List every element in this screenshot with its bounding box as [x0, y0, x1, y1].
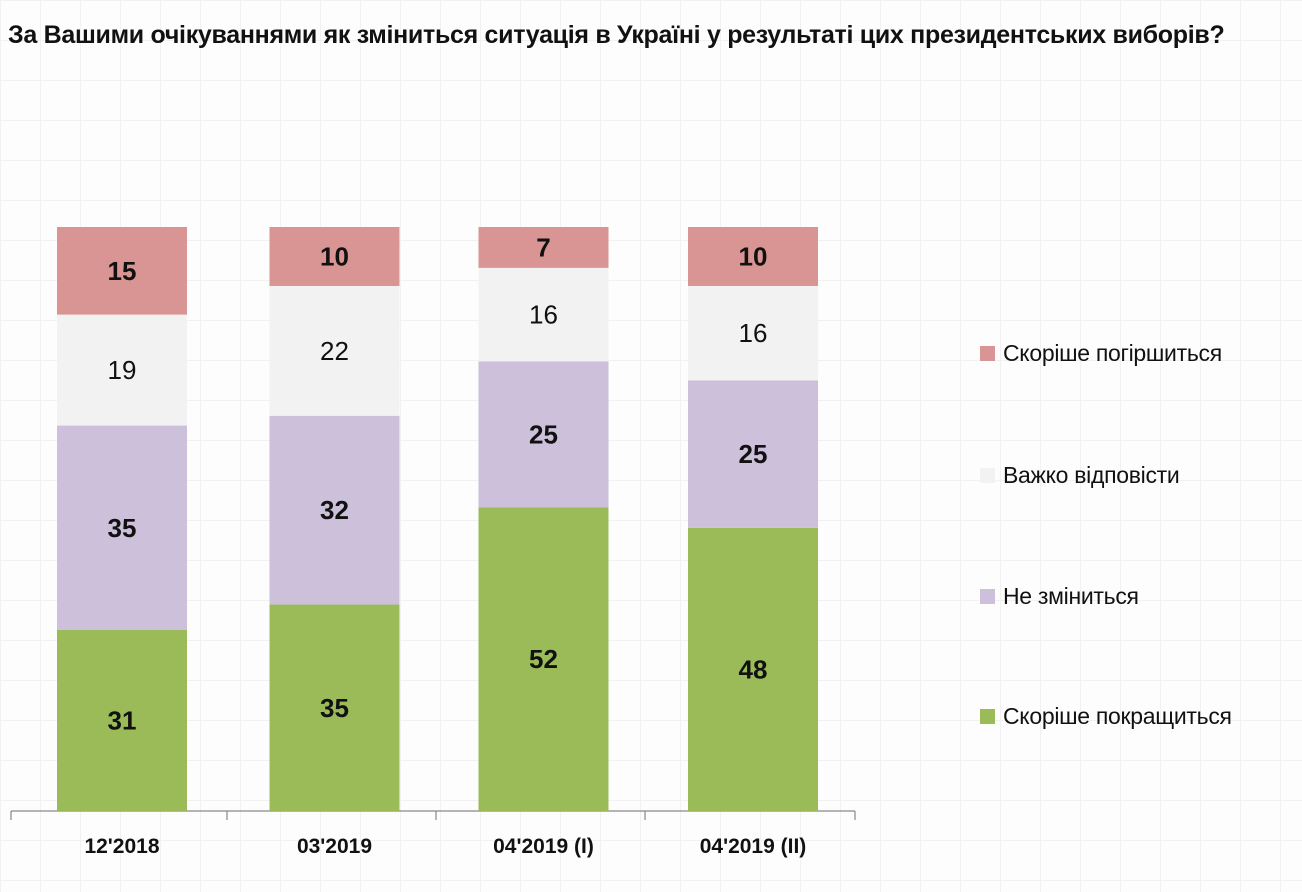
legend-label: Важко відповісти: [1003, 462, 1180, 488]
bar-segment: [478, 227, 609, 268]
bar-segment: [57, 629, 187, 811]
bar-segment: [478, 267, 609, 362]
data-label: 32: [320, 495, 349, 525]
bar-segment: [269, 604, 400, 811]
legend-label: Скоріше покращиться: [1003, 703, 1232, 729]
bar-segment: [269, 227, 400, 286]
data-label: 16: [739, 318, 768, 348]
bar-segment: [269, 415, 400, 605]
x-tick-label: 12'2018: [84, 835, 159, 858]
legend-item: Скоріше погіршиться: [980, 340, 1222, 367]
bar-segment: [688, 285, 818, 381]
data-label: 35: [108, 513, 137, 543]
legend-label: Не зміниться: [1003, 583, 1139, 609]
chart-title: За Вашими очікуваннями як зміниться ситу…: [8, 21, 1225, 49]
bar-segment: [688, 227, 818, 286]
legend-item: Скоріше покращиться: [980, 703, 1232, 730]
bar-segment: [688, 527, 818, 811]
bar-segment: [57, 425, 187, 630]
legend-swatch: [980, 468, 995, 483]
data-label: 22: [320, 336, 349, 366]
x-tick-label: 04'2019 (I): [493, 835, 594, 858]
data-label: 25: [739, 439, 768, 469]
legend-swatch: [980, 709, 995, 724]
data-label: 16: [529, 300, 558, 330]
legend-swatch: [980, 589, 995, 604]
data-label: 31: [108, 705, 137, 735]
data-label: 52: [529, 644, 558, 674]
bar-segment: [57, 314, 187, 426]
legend-swatch: [980, 346, 995, 361]
data-label: 48: [739, 654, 768, 684]
stacked-bar-chart: 31 35 19 15 12'2018 35 32 22 10 03'2019 52 25 16 7 04'…: [10, 227, 856, 858]
data-label: 15: [108, 256, 137, 286]
bar-segment: [478, 507, 609, 811]
data-label: 10: [739, 241, 768, 271]
legend-label: Скоріше погіршиться: [1003, 340, 1222, 366]
x-tick-label: 04'2019 (II): [700, 835, 807, 858]
data-label: 7: [536, 232, 550, 262]
data-label: 10: [320, 241, 349, 271]
data-label: 19: [108, 355, 137, 385]
bar-segment: [478, 361, 609, 508]
legend-item: Важко відповісти: [980, 462, 1180, 489]
legend-item: Не зміниться: [980, 583, 1139, 610]
bar-segment: [269, 285, 400, 416]
data-label: 25: [529, 419, 558, 449]
bar-segment: [688, 380, 818, 528]
bar-segment: [57, 227, 187, 315]
x-tick-label: 03'2019: [297, 835, 372, 858]
data-label: 35: [320, 693, 349, 723]
